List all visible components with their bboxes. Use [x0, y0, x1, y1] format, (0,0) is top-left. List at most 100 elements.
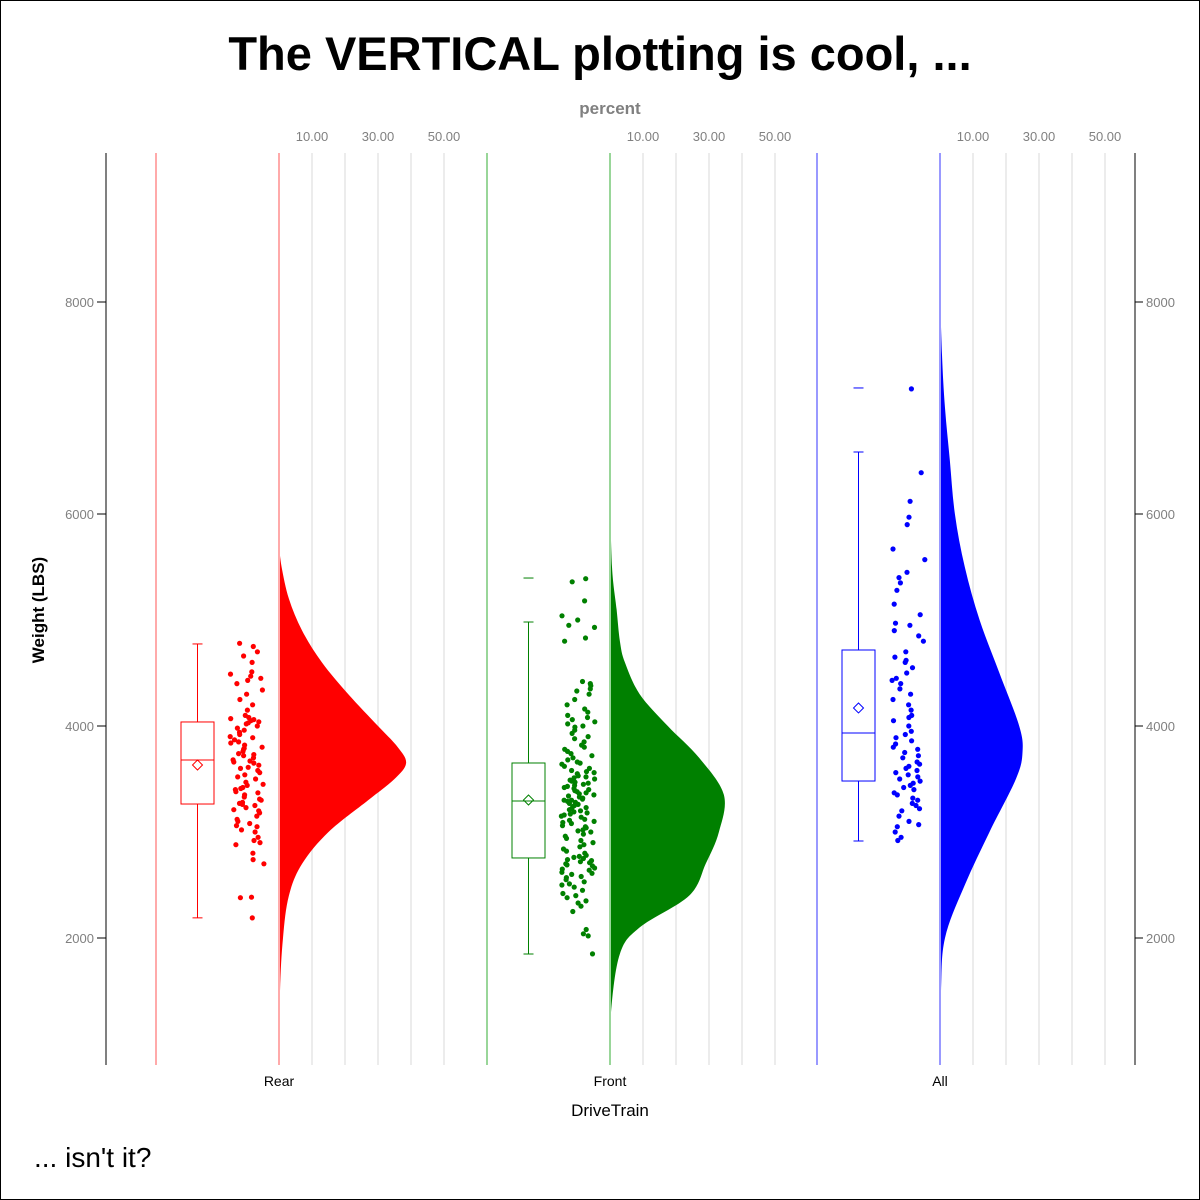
data-point — [585, 734, 591, 740]
y-tick-label-right: 6000 — [1146, 507, 1175, 522]
data-point — [904, 522, 910, 528]
data-point — [236, 751, 242, 757]
data-point — [564, 702, 570, 708]
data-point — [255, 790, 261, 796]
density-half-violin — [279, 545, 407, 1066]
data-point — [230, 757, 236, 763]
data-point — [910, 780, 916, 786]
data-point — [906, 514, 912, 520]
data-point — [254, 723, 260, 729]
chart-title: The VERTICAL plotting is cool, ... — [228, 27, 971, 80]
y-tick-label-left: 8000 — [65, 295, 94, 310]
data-point — [234, 816, 240, 822]
x2-tick-label: 50.00 — [428, 129, 461, 144]
box-iqr — [841, 649, 876, 782]
data-point — [251, 752, 257, 758]
data-point — [240, 784, 246, 791]
data-point — [582, 706, 588, 712]
data-point — [235, 774, 241, 780]
data-point — [571, 775, 577, 781]
data-point — [897, 580, 904, 586]
mean-marker — [852, 702, 865, 714]
y-tick-label-left: 4000 — [65, 719, 94, 734]
data-point — [904, 670, 910, 676]
data-point — [237, 765, 244, 772]
data-point — [251, 760, 257, 766]
data-point — [256, 808, 262, 814]
data-point — [892, 654, 898, 660]
data-point — [242, 792, 248, 798]
data-point — [234, 725, 240, 731]
data-point — [576, 853, 582, 860]
data-point — [909, 712, 915, 719]
data-point — [908, 691, 914, 697]
x2-tick-label: 10.00 — [957, 129, 990, 144]
data-point — [585, 709, 591, 715]
data-point — [242, 712, 248, 719]
axes: 2000 2000 4000 4000 6000 6000 8000 8000 10.00 30.… — [65, 129, 1175, 1089]
data-point — [238, 827, 245, 833]
data-point — [890, 696, 896, 703]
data-point — [569, 579, 575, 585]
data-point — [922, 557, 928, 563]
data-point — [889, 677, 895, 684]
data-point — [243, 779, 249, 785]
data-point — [897, 776, 903, 782]
data-point — [915, 753, 922, 759]
data-point — [915, 746, 921, 752]
x2-axis-title: percent — [579, 99, 641, 118]
data-point — [899, 808, 905, 814]
data-point — [582, 635, 589, 641]
data-point — [565, 757, 571, 763]
data-point — [908, 386, 915, 392]
data-point — [563, 875, 570, 881]
data-point — [570, 908, 576, 915]
y-tick-label-right: 2000 — [1146, 931, 1175, 946]
data-point — [901, 784, 907, 791]
data-point — [893, 735, 899, 741]
data-point — [258, 675, 264, 681]
data-point — [569, 717, 575, 723]
data-point — [904, 569, 910, 575]
data-point — [250, 850, 256, 856]
x2-tick-label: 10.00 — [296, 129, 329, 144]
data-point — [896, 813, 902, 819]
data-point — [586, 691, 592, 697]
y-axis-title: Weight (LBS) — [29, 557, 48, 663]
data-point — [906, 763, 912, 769]
data-point — [564, 857, 571, 863]
data-point — [891, 790, 897, 796]
data-point — [583, 805, 589, 811]
data-point — [252, 802, 258, 809]
data-point — [247, 758, 253, 764]
data-point — [227, 734, 233, 740]
data-point — [890, 546, 896, 552]
data-point — [253, 776, 259, 782]
data-point — [911, 787, 917, 793]
data-point — [909, 738, 915, 744]
data-point — [245, 677, 251, 684]
data-point — [898, 681, 904, 687]
data-point — [920, 638, 927, 644]
data-point — [580, 931, 587, 937]
data-point — [583, 576, 589, 582]
data-point — [916, 806, 923, 812]
data-point — [250, 702, 256, 708]
data-point — [560, 890, 566, 897]
data-point — [234, 681, 240, 687]
data-point — [236, 729, 243, 736]
data-point — [572, 736, 578, 742]
data-point — [898, 834, 904, 840]
data-point — [572, 696, 578, 703]
x2-tick-label: 50.00 — [1089, 129, 1122, 144]
data-point — [587, 681, 593, 687]
mean-marker — [522, 794, 535, 806]
data-point — [566, 622, 572, 628]
data-point — [582, 598, 588, 604]
data-point — [909, 800, 915, 807]
data-point — [914, 759, 920, 765]
data-point — [575, 617, 581, 623]
data-point — [565, 712, 571, 719]
data-point — [250, 857, 256, 863]
data-point — [891, 628, 897, 634]
